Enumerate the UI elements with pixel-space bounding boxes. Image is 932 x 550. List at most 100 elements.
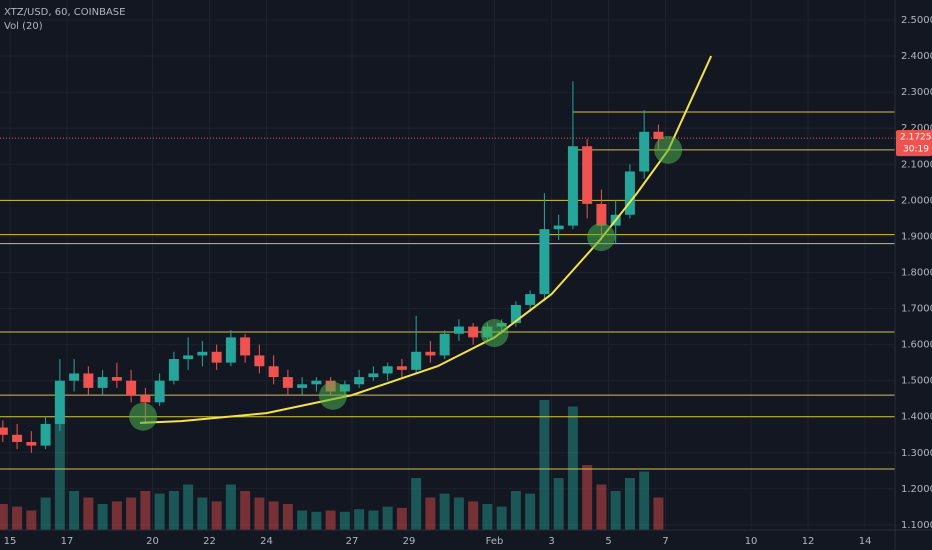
y-tick-label: 2.4000	[901, 51, 932, 62]
volume-bar	[368, 510, 379, 530]
price-label: 2.1725	[900, 133, 932, 143]
volume-bar	[382, 506, 393, 530]
candle-body	[553, 225, 564, 230]
volume-bar	[510, 491, 521, 530]
volume-bar	[453, 497, 464, 530]
plot	[0, 55, 895, 530]
volume-bar	[254, 497, 265, 530]
y-tick-label: 2.1000	[901, 159, 932, 170]
y-tick-label: 2.0000	[901, 195, 932, 206]
candle-body	[596, 203, 607, 226]
candle-body	[539, 229, 550, 295]
y-tick-label: 1.6000	[901, 340, 932, 351]
volume-bar	[97, 504, 108, 530]
volume-bar	[425, 497, 436, 530]
volume-bar	[140, 491, 151, 530]
countdown-label: 30:19	[903, 145, 929, 155]
volume-bar	[411, 478, 422, 530]
candle-body	[111, 377, 122, 381]
x-tick-label: 7	[662, 536, 668, 547]
volume-bar	[639, 471, 650, 530]
candle-body	[297, 384, 308, 388]
volume-bar	[83, 497, 94, 530]
candle-body	[382, 366, 393, 374]
candle-body	[396, 366, 407, 370]
touch-marker	[318, 381, 347, 410]
candle-body	[97, 377, 108, 388]
touch-marker	[654, 135, 683, 164]
volume-bar	[26, 510, 37, 530]
candle-body	[12, 434, 23, 442]
volume-bar	[211, 501, 222, 530]
candle-body	[69, 373, 80, 381]
candle-body	[468, 326, 479, 338]
x-tick-label: Feb	[486, 536, 504, 547]
candle-body	[154, 380, 165, 403]
x-tick-label: 22	[203, 536, 216, 547]
x-tick-label: 20	[146, 536, 159, 547]
volume-bar	[0, 504, 8, 530]
volume-bar	[297, 510, 308, 530]
x-tick-label: 29	[403, 536, 416, 547]
candle-body	[183, 355, 194, 360]
x-tick-label: 15	[4, 536, 17, 547]
candle-body	[126, 380, 137, 396]
volume-bar	[168, 491, 179, 530]
y-tick-label: 1.2000	[901, 484, 932, 495]
volume-bar	[624, 478, 635, 530]
candle-body	[211, 351, 222, 363]
volume-bar	[240, 491, 251, 530]
candle-body	[525, 294, 536, 305]
touch-marker	[480, 319, 509, 348]
candle-body	[453, 326, 464, 334]
chart-title: XTZ/USD, 60, COINBASE	[4, 7, 125, 18]
volume-bar	[268, 501, 279, 530]
volume-bar	[582, 465, 593, 530]
volume-bar	[12, 506, 23, 530]
y-tick-label: 1.4000	[901, 412, 932, 423]
volume-bar	[468, 501, 479, 530]
candle-body	[40, 423, 51, 446]
y-tick-label: 1.8000	[901, 267, 932, 278]
candle-body	[282, 377, 293, 388]
y-tick-label: 2.5000	[901, 15, 932, 26]
candle-body	[83, 373, 94, 388]
x-tick-label: 10	[745, 536, 758, 547]
candle-body	[54, 380, 65, 424]
volume-bar	[325, 510, 336, 530]
candle-body	[0, 427, 8, 435]
volume-bar	[197, 497, 208, 530]
candle-body	[425, 351, 436, 356]
volume-bar	[54, 413, 65, 530]
y-tick-label: 1.1000	[901, 520, 932, 531]
candle-body	[26, 441, 37, 446]
candle-body	[197, 351, 208, 356]
y-tick-label: 1.5000	[901, 376, 932, 387]
x-tick-label: 27	[346, 536, 359, 547]
candle-body	[240, 337, 251, 356]
volume-bar	[69, 491, 80, 530]
candle-body	[354, 377, 365, 385]
volume-bar	[525, 493, 536, 530]
volume-bar	[610, 491, 621, 530]
volume-label: Vol (20)	[4, 21, 43, 32]
volume-bar	[339, 511, 350, 530]
volume-bar	[482, 504, 493, 530]
candle-body	[168, 359, 179, 381]
candle-body	[368, 373, 379, 378]
volume-bar	[567, 406, 578, 530]
x-tick-label: 3	[548, 536, 554, 547]
candle-body	[411, 351, 422, 370]
candle-body	[339, 384, 350, 392]
touch-marker	[587, 223, 616, 252]
volume-bar	[183, 484, 194, 530]
candle-body	[254, 355, 265, 367]
touch-marker	[129, 402, 158, 431]
y-tick-label: 2.3000	[901, 87, 932, 98]
y-tick-label: 1.7000	[901, 304, 932, 315]
x-tick-label: 12	[802, 536, 815, 547]
volume-bar	[496, 506, 507, 530]
volume-bar	[225, 484, 236, 530]
